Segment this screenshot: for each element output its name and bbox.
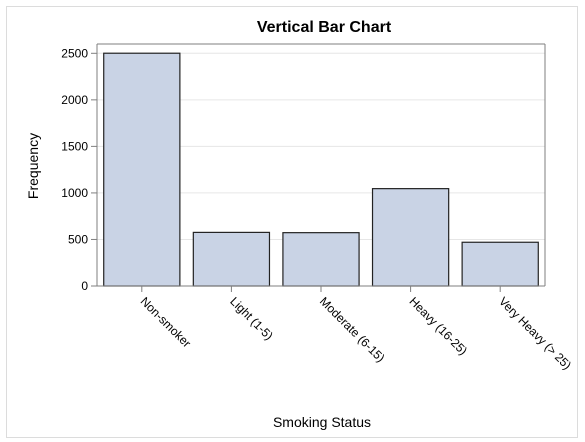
chart-frame bbox=[6, 6, 578, 438]
bars bbox=[103, 52, 539, 287]
y-tick-label-2500: 2500 bbox=[61, 46, 88, 60]
bar-2 bbox=[282, 232, 360, 287]
x-tick-label-3: Heavy (16-25) bbox=[406, 294, 470, 358]
bar-3 bbox=[371, 188, 450, 287]
y-tick-label-0: 0 bbox=[81, 279, 88, 293]
chart-title: Vertical Bar Chart bbox=[257, 19, 392, 36]
x-tick-label-1: Light (1-5) bbox=[227, 294, 276, 343]
y-axis-label: Frequency bbox=[25, 133, 41, 199]
bar-1 bbox=[192, 231, 271, 287]
bar-0 bbox=[103, 52, 181, 287]
y-tick-label-1500: 1500 bbox=[61, 139, 88, 153]
x-tick-label-2: Moderate (6-15) bbox=[317, 294, 388, 365]
x-tick-labels: Non-smoker Light (1-5) Moderate (6-15) Heav… bbox=[138, 294, 574, 372]
x-axis-label: Smoking Status bbox=[273, 414, 371, 430]
y-tick-label-2000: 2000 bbox=[61, 93, 88, 107]
y-tick-label-1000: 1000 bbox=[61, 186, 88, 200]
y-tick-labels: 0 500 1000 1500 2000 2500 bbox=[61, 46, 88, 293]
axes bbox=[91, 43, 546, 292]
y-tick-label-500: 500 bbox=[68, 232, 88, 246]
bar-4 bbox=[461, 241, 539, 287]
x-tick-label-0: Non-smoker bbox=[138, 294, 194, 350]
x-tick-label-4: Very Heavy (> 25) bbox=[496, 294, 574, 372]
